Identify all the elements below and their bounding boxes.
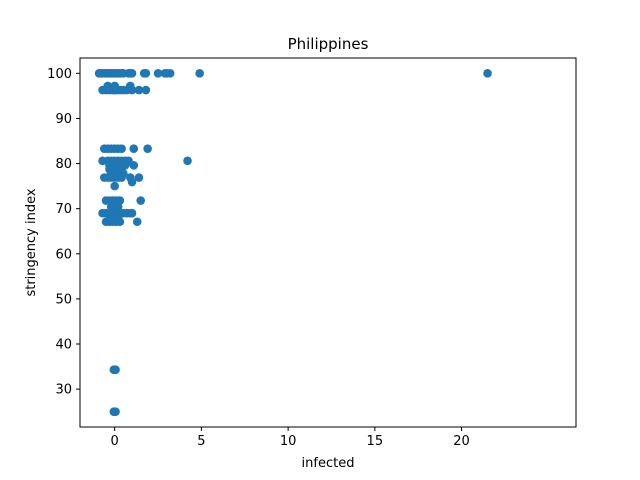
plot-frame xyxy=(79,57,577,428)
data-point-76 xyxy=(117,173,126,182)
y-tick-label-6: 90 xyxy=(55,112,72,127)
data-point-47 xyxy=(129,144,139,153)
data-point-99 xyxy=(127,208,137,218)
data-point-111 xyxy=(109,365,119,375)
chart-title: Philippines xyxy=(288,35,369,53)
y-tick-label-2: 50 xyxy=(55,292,72,307)
y-tick-label-7: 100 xyxy=(47,67,72,82)
data-point-37 xyxy=(141,85,151,95)
x-tick-label-3: 15 xyxy=(367,434,384,449)
data-point-25 xyxy=(483,69,492,78)
data-point-46 xyxy=(117,144,126,153)
data-point-24 xyxy=(195,69,204,78)
x-tick-label-2: 10 xyxy=(280,434,297,449)
data-point-36 xyxy=(134,85,144,95)
data-point-62 xyxy=(129,161,139,170)
y-tick-label-4: 70 xyxy=(55,202,72,217)
x-tick-label-4: 20 xyxy=(453,434,470,449)
data-point-80 xyxy=(110,181,119,191)
data-point-38 xyxy=(103,81,113,91)
data-point-48 xyxy=(143,144,152,153)
y-tick-label-3: 60 xyxy=(55,247,72,262)
data-point-19 xyxy=(141,69,151,78)
data-point-108 xyxy=(132,217,142,227)
data-point-57 xyxy=(183,156,192,166)
points-layer xyxy=(94,69,492,416)
data-point-39 xyxy=(110,81,119,91)
data-point-17 xyxy=(127,69,137,78)
y-tick-label-0: 30 xyxy=(55,383,72,398)
data-point-40 xyxy=(125,81,135,91)
data-point-78 xyxy=(134,173,144,182)
data-point-114 xyxy=(109,407,119,416)
y-axis-ticks: 30 40 50 60 70 80 90 100 xyxy=(47,67,80,398)
y-tick-label-1: 40 xyxy=(55,337,72,352)
x-axis-ticks: 0 5 10 15 20 xyxy=(111,427,470,449)
data-point-79 xyxy=(127,177,137,187)
x-axis-label: infected xyxy=(302,456,355,471)
data-point-23 xyxy=(165,69,175,78)
y-axis-label: stringency index xyxy=(24,188,39,296)
data-point-86 xyxy=(136,196,145,205)
data-point-20 xyxy=(153,69,163,78)
x-tick-label-1: 5 xyxy=(197,434,205,449)
x-tick-label-0: 0 xyxy=(111,434,119,449)
y-tick-label-5: 80 xyxy=(55,157,72,172)
data-point-107 xyxy=(115,217,125,227)
